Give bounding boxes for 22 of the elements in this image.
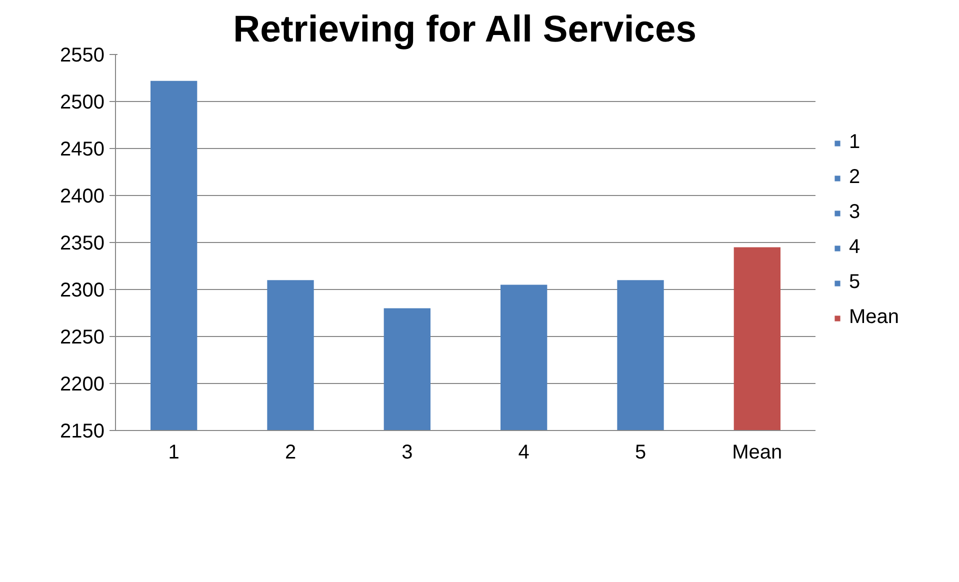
legend-label: 4 [849,236,862,259]
y-tick-label: 2550 [60,44,105,66]
chart-title: Retrieving for All Services [233,8,696,50]
y-tick-label: 2250 [60,326,105,348]
y-tick-label: 2150 [60,420,105,442]
y-tick-label: 2500 [60,92,105,114]
y-tick-label: 2400 [60,186,105,208]
y-tick-label: 2350 [60,232,105,254]
y-tick-label: 2300 [60,280,105,302]
legend-label: 2 [849,166,862,189]
legend-label: 3 [849,201,862,224]
x-tick-label: Mean [732,442,782,464]
legend-label: 1 [849,131,862,154]
x-tick-label: 5 [634,442,646,464]
x-tick-label: 4 [518,442,530,464]
y-tick-label: 2200 [60,374,105,396]
x-tick-label: 2 [284,442,296,464]
x-tick-label: 3 [402,442,413,464]
y-tick-label: 2450 [60,138,105,160]
legend-label: Mean [849,306,900,329]
x-tick-label: 1 [168,442,180,464]
legend-label: 5 [849,271,862,294]
